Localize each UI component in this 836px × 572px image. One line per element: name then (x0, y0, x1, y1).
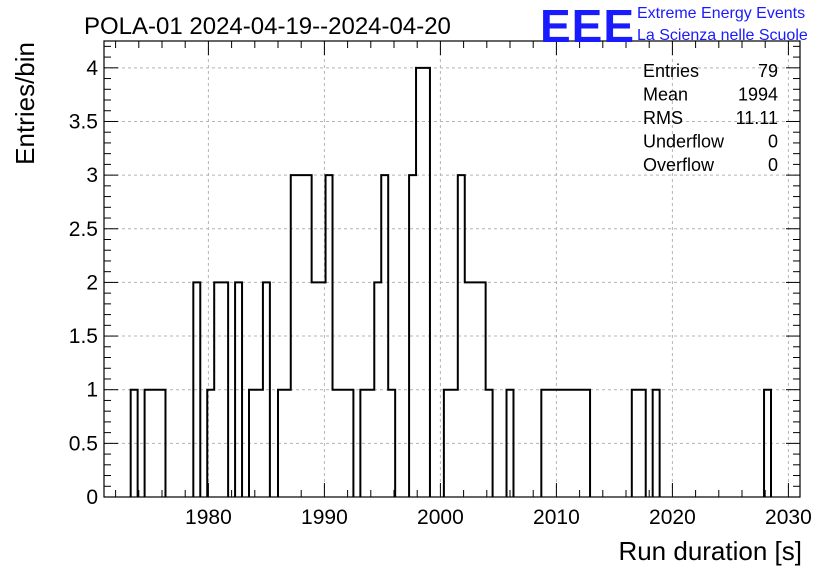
y-axis-title: Entries/bin (10, 42, 40, 165)
histogram-outline (129, 66, 772, 497)
y-tick-label: 1.5 (69, 325, 98, 348)
logo-mark: EEE (540, 0, 635, 52)
x-tick-label: 2010 (533, 506, 580, 529)
eee-logo: EEE Extreme Energy Events La Scienza nel… (540, 0, 808, 52)
stat-label: Underflow (643, 132, 725, 152)
y-tick-label: 3 (86, 164, 98, 187)
logo-line-1: Extreme Energy Events (637, 5, 805, 22)
stats-box: Entries 79 Mean 1994 RMS 11.11 Underflow 0 Overf… (643, 61, 778, 175)
stat-value: 11.11 (736, 108, 778, 128)
stat-label: Overflow (643, 155, 715, 175)
y-tick-label: 0 (86, 486, 98, 509)
x-axis-title: Run duration [s] (618, 536, 802, 566)
stat-value: 79 (758, 61, 778, 81)
y-tick-label: 2.5 (69, 218, 98, 241)
x-tick-label: 1980 (185, 506, 232, 529)
plot-frame (103, 40, 801, 498)
chart-title: POLA-01 2024-04-19--2024-04-20 (84, 13, 451, 40)
stat-label: RMS (643, 108, 683, 128)
y-tick-label: 2 (86, 271, 98, 294)
stat-label: Mean (643, 85, 688, 105)
x-tick-label: 2030 (765, 506, 812, 529)
y-tick-label: 4 (86, 57, 98, 80)
x-tick-label: 2000 (417, 506, 464, 529)
x-tick-label: 1990 (301, 506, 348, 529)
y-tick-label: 0.5 (69, 432, 98, 455)
axis-ticks: 1980 1990 2000 2010 2020 2030 0 0.5 1 1.5 2 2.5 3 3.5… (69, 41, 812, 529)
y-tick-label: 3.5 (69, 110, 98, 133)
x-tick-label: 2020 (649, 506, 696, 529)
stat-value: 0 (768, 155, 778, 175)
logo-line-2: La Scienza nelle Scuole (637, 27, 808, 44)
stat-value: 0 (768, 132, 778, 152)
stat-label: Entries (643, 61, 699, 81)
stat-value: 1994 (738, 85, 778, 105)
grid-lines (104, 41, 800, 498)
y-tick-label: 1 (86, 379, 98, 402)
